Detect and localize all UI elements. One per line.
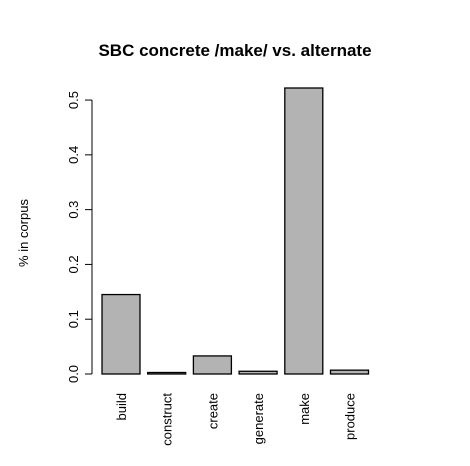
y-tick-label: 0.0 — [66, 365, 81, 383]
x-axis-labels: build construct create generate make produce — [114, 393, 358, 446]
bar-generate — [238, 370, 278, 375]
x-tick-label: produce — [343, 393, 358, 440]
x-tick-label: generate — [251, 393, 266, 444]
y-tick-label: 0.5 — [66, 91, 81, 109]
x-tick-label: construct — [160, 393, 175, 446]
bar-produce — [329, 369, 370, 375]
y-tick-label: 0.4 — [66, 146, 81, 164]
bar-build — [101, 293, 141, 375]
bar-make — [284, 87, 324, 375]
chart-title: SBC concrete /make/ vs. alternate — [98, 41, 371, 60]
y-tick-label: 0.1 — [66, 310, 81, 328]
y-tick-label: 0.2 — [66, 255, 81, 273]
bar-create — [192, 355, 233, 375]
x-tick-label: build — [114, 393, 129, 420]
bars-group — [101, 87, 370, 375]
y-axis: 0.0 0.1 0.2 0.3 0.4 0.5 — [66, 91, 93, 383]
y-tick-label: 0.3 — [66, 201, 81, 219]
x-tick-label: make — [297, 393, 312, 425]
x-tick-label: create — [205, 393, 220, 429]
y-axis-label: % in corpus — [16, 199, 31, 267]
bar-construct — [147, 371, 187, 375]
